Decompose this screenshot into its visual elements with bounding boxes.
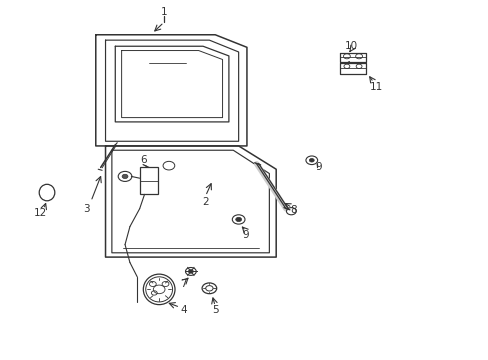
Text: 3: 3: [82, 204, 89, 214]
Bar: [140, 167, 158, 194]
Circle shape: [309, 158, 314, 162]
Text: 9: 9: [242, 230, 249, 239]
Text: 1: 1: [161, 7, 167, 17]
Text: 4: 4: [180, 305, 186, 315]
Text: 11: 11: [369, 82, 382, 92]
Text: 8: 8: [289, 206, 296, 216]
Circle shape: [122, 174, 128, 179]
Text: 5: 5: [211, 305, 218, 315]
Text: 6: 6: [140, 155, 146, 165]
Text: 9: 9: [315, 162, 321, 172]
Circle shape: [188, 270, 193, 273]
Text: 7: 7: [180, 279, 186, 289]
Circle shape: [235, 217, 241, 222]
Text: 2: 2: [202, 197, 208, 207]
Text: 10: 10: [345, 41, 358, 50]
Text: 12: 12: [34, 208, 47, 218]
